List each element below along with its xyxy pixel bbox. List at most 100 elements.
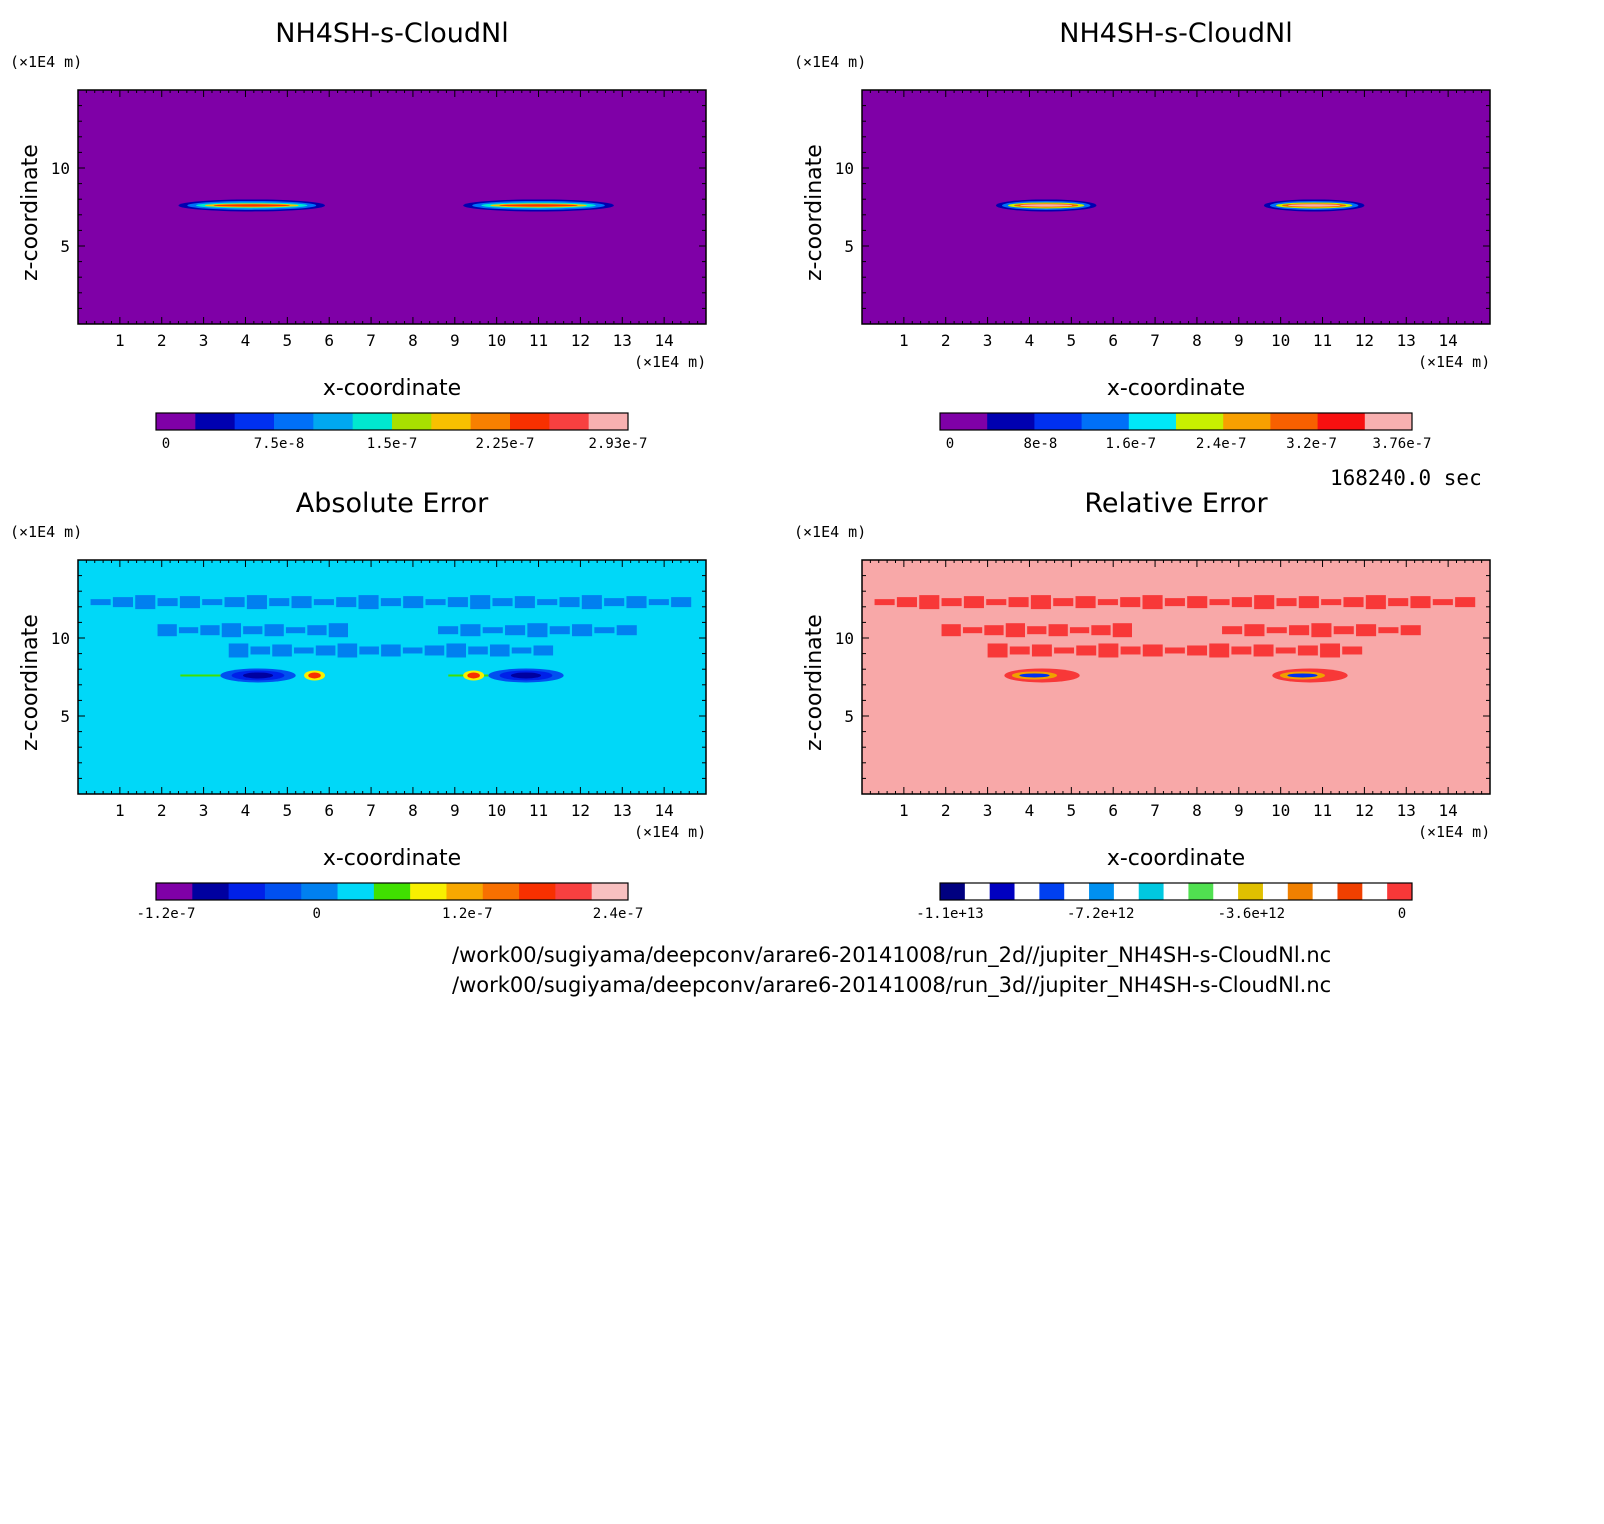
- colorbar-swatch: [313, 413, 354, 430]
- colorbar-swatch: [1081, 413, 1130, 430]
- chart-title: Relative Error: [1084, 488, 1268, 519]
- colorbar-tick-label: 7.5e-8: [254, 436, 305, 452]
- colorbar-swatch: [1270, 413, 1319, 430]
- colorbar-tick-label: -3.6e+12: [1218, 906, 1285, 922]
- colorbar-swatch: [156, 413, 196, 430]
- field-feature-band: [228, 643, 554, 658]
- field-feature-maximum: [463, 670, 485, 681]
- x-tick-label: 6: [324, 801, 334, 820]
- colorbar-swatch: [373, 883, 411, 900]
- colorbar-swatch: [519, 883, 556, 900]
- x-tick-label: 5: [1067, 331, 1077, 350]
- x-tick-label: 9: [450, 331, 460, 350]
- colorbar-swatch: [274, 413, 314, 430]
- field-feature-minimum: [180, 668, 296, 683]
- x-tick-label: 8: [1192, 331, 1202, 350]
- colorbar-swatch: [1034, 413, 1083, 430]
- x-tick-label: 4: [1025, 331, 1035, 350]
- colorbar-swatch: [1287, 883, 1314, 900]
- x-tick-label: 10: [1271, 331, 1290, 350]
- x-tick-label: 8: [408, 331, 418, 350]
- x-tick-label: 10: [487, 331, 506, 350]
- colorbar-swatch: [156, 883, 193, 900]
- y-axis-label: z-coordinate: [18, 614, 43, 751]
- y-unit-label: (×1E4 m): [794, 523, 867, 541]
- colorbar-swatch: [1014, 883, 1040, 900]
- x-tick-label: 12: [1355, 331, 1374, 350]
- x-unit-label: (×1E4 m): [1418, 353, 1491, 371]
- x-tick-label: 9: [450, 801, 460, 820]
- colorbar: 0 8e-8 1.6e-7 2.4e-7 3.2e-7 3.76e-7: [939, 412, 1432, 452]
- colorbar-swatch: [192, 883, 230, 900]
- colorbar-swatch: [588, 413, 629, 430]
- x-tick-label: 14: [655, 801, 674, 820]
- x-tick-label: 2: [157, 801, 167, 820]
- y-tick-label: 10: [835, 629, 854, 648]
- chart-title: Absolute Error: [295, 488, 489, 519]
- colorbar-swatch: [1364, 413, 1413, 430]
- x-tick-label: 9: [1234, 801, 1244, 820]
- colorbar-tick-label: 1.2e-7: [442, 906, 493, 922]
- chart-panel-3: Absolute Error (×1E4 m) (×1E4 m) x-coordina…: [0, 470, 1604, 1524]
- chart-title: NH4SH-s-CloudNl: [275, 18, 509, 49]
- x-tick-label: 8: [1192, 801, 1202, 820]
- colorbar-tick-label: 8e-8: [1024, 436, 1058, 452]
- colorbar-swatch: [234, 413, 275, 430]
- x-tick-label: 4: [1025, 801, 1035, 820]
- x-tick-label: 10: [487, 801, 506, 820]
- colorbar-swatch: [352, 413, 393, 430]
- x-tick-label: 6: [1108, 801, 1118, 820]
- x-axis-label: x-coordinate: [322, 376, 462, 401]
- x-tick-label: 10: [1271, 801, 1290, 820]
- colorbar-swatch: [228, 883, 266, 900]
- x-tick-label: 3: [199, 801, 209, 820]
- colorbar-swatch: [1039, 883, 1065, 900]
- colorbar-swatch: [510, 413, 550, 430]
- colorbar: -1.1e+13 -7.2e+12 -3.6e+12 0: [916, 882, 1413, 922]
- time-label: 168240.0 sec: [1330, 466, 1482, 490]
- colorbar-tick-label: 2.25e-7: [475, 436, 534, 452]
- colorbar-swatch: [1188, 883, 1214, 900]
- y-unit-label: (×1E4 m): [10, 53, 83, 71]
- plot-frame: [861, 89, 1491, 325]
- x-tick-label: 2: [941, 331, 951, 350]
- field-feature-cloud_layer: [1263, 199, 1365, 212]
- colorbar-tick-label: 1.6e-7: [1106, 436, 1157, 452]
- colorbar-swatch: [1362, 883, 1388, 900]
- x-unit-label: (×1E4 m): [634, 353, 707, 371]
- colorbar-swatch: [1238, 883, 1264, 900]
- colorbar-swatch: [940, 413, 988, 430]
- field-feature-band: [1222, 623, 1421, 638]
- x-tick-label: 1: [899, 331, 909, 350]
- x-tick-label: 13: [613, 331, 632, 350]
- y-tick-label: 5: [60, 237, 70, 256]
- chart-panel-2: NH4SH-s-CloudNl (×1E4 m) (×1E4 m) x-coordin…: [784, 0, 1604, 1054]
- colorbar-swatch: [446, 883, 484, 900]
- colorbar-swatch: [470, 413, 511, 430]
- colorbar-tick-label: -7.2e+12: [1067, 906, 1134, 922]
- colorbar-tick-label: 1.5e-7: [367, 436, 418, 452]
- y-axis-label: z-coordinate: [802, 614, 827, 751]
- colorbar-tick-label: 0: [162, 436, 170, 452]
- x-tick-label: 5: [283, 801, 293, 820]
- field-feature-minimum: [448, 668, 564, 683]
- y-tick-label: 10: [51, 629, 70, 648]
- colorbar-tick-label: 3.76e-7: [1372, 436, 1431, 452]
- colorbar-swatch: [431, 413, 472, 430]
- field-feature-cloud_layer: [178, 199, 326, 212]
- colorbar-swatch: [482, 883, 520, 900]
- y-unit-label: (×1E4 m): [10, 523, 83, 541]
- x-tick-label: 11: [1313, 801, 1332, 820]
- field-background: [78, 90, 706, 324]
- plot-frame: [77, 559, 707, 795]
- colorbar: -1.2e-7 0 1.2e-7 2.4e-7: [136, 882, 643, 922]
- colorbar-tick-label: -1.2e-7: [136, 906, 195, 922]
- x-tick-label: 12: [571, 331, 590, 350]
- file-path-2d: /work00/sugiyama/deepconv/arare6-2014100…: [452, 943, 1332, 967]
- x-tick-label: 2: [941, 801, 951, 820]
- x-axis-label: x-coordinate: [1106, 846, 1246, 871]
- chart-panel-4: Relative Error (×1E4 m) (×1E4 m) x-coordina…: [784, 470, 1604, 1524]
- chart-panel-1: NH4SH-s-CloudNl (×1E4 m) (×1E4 m) x-coordin…: [10, 18, 707, 452]
